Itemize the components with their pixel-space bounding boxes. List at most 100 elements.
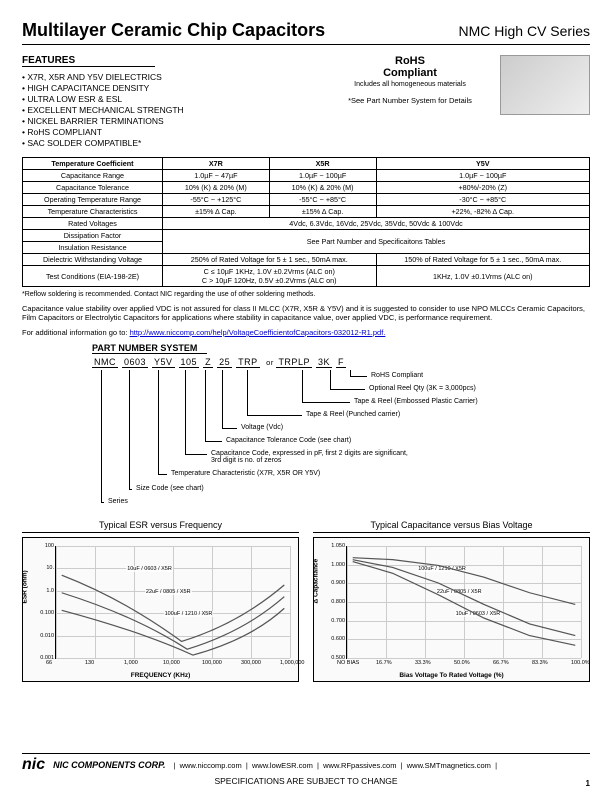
- rohs-note: Includes all homogeneous materials: [330, 81, 490, 88]
- pn-part: Y5V: [152, 357, 175, 368]
- footer: nic NIC COMPONENTS CORP. | www.niccomp.c…: [22, 753, 590, 786]
- table-cell: 4Vdc, 6.3Vdc, 16Vdc, 25Vdc, 35Vdc, 50Vdc…: [163, 218, 590, 230]
- features-list: • X7R, X5R AND Y5V DIELECTRICS• HIGH CAP…: [22, 72, 320, 148]
- table-header: X7R: [163, 158, 270, 170]
- table-cell: ±15% Δ Cap.: [163, 206, 270, 218]
- page-number: 1: [586, 779, 590, 788]
- feature-item: • EXCELLENT MECHANICAL STRENGTH: [22, 105, 320, 115]
- axis-y: ESR (ohm): [22, 570, 29, 603]
- pn-desc: RoHS Compliant: [371, 372, 423, 379]
- table-cell: 1.0µF ~ 100µF: [376, 170, 590, 182]
- chart2-box: Δ Capacitance Bias Voltage To Rated Volta…: [313, 537, 590, 682]
- page-title: Multilayer Ceramic Chip Capacitors: [22, 20, 325, 41]
- table-cell: 10% (K) & 20% (M): [163, 182, 270, 194]
- feature-item: • RoHS COMPLIANT: [22, 127, 320, 137]
- table-cell: -55°C ~ +85°C: [269, 194, 376, 206]
- pn-part: NMC: [92, 357, 118, 368]
- feature-item: • HIGH CAPACITANCE DENSITY: [22, 83, 320, 93]
- pn-desc: Size Code (see chart): [136, 485, 204, 492]
- chart-cap: Typical Capacitance versus Bias Voltage …: [313, 520, 590, 682]
- pn-title: PART NUMBER SYSTEM: [92, 343, 207, 354]
- table-cell: +80%/-20% (Z): [376, 182, 590, 194]
- feature-item: • X7R, X5R AND Y5V DIELECTRICS: [22, 72, 320, 82]
- pn-part: 25: [217, 357, 232, 368]
- rohs-l1: RoHS: [330, 55, 490, 67]
- axis-x: FREQUENCY (KHz): [131, 672, 190, 679]
- link-prefix: For additional information go to:: [22, 328, 130, 337]
- header: Multilayer Ceramic Chip Capacitors NMC H…: [22, 20, 590, 45]
- table-cell: ±15% Δ Cap.: [269, 206, 376, 218]
- part-number-section: PART NUMBER SYSTEM NMC0603Y5V105Z25TRP o…: [92, 343, 590, 510]
- pn-part: 3K: [316, 357, 332, 368]
- table-cell: See Part Number and Specificaitons Table…: [163, 230, 590, 254]
- charts-row: Typical ESR versus Frequency ESR (ohm) FR…: [22, 520, 590, 682]
- chart-esr: Typical ESR versus Frequency ESR (ohm) FR…: [22, 520, 299, 682]
- table-cell: 1KHz, 1.0V ±0.1Vrms (ALC on): [376, 266, 590, 287]
- footer-line: nic NIC COMPONENTS CORP. | www.niccomp.c…: [22, 753, 590, 774]
- pn-part: TRP: [236, 357, 260, 368]
- pn-part: 0603: [122, 357, 148, 368]
- table-cell: 150% of Rated Voltage for 5 ± 1 sec., 50…: [376, 254, 590, 266]
- corp-name: NIC COMPONENTS CORP.: [53, 760, 165, 770]
- info-link[interactable]: http://www.niccomp.com/help/VoltageCoeff…: [130, 328, 386, 337]
- feature-item: • SAC SOLDER COMPATIBLE*: [22, 138, 320, 148]
- rohs-l2: Compliant: [330, 67, 490, 79]
- table-cell: Insulation Resistance: [23, 242, 163, 254]
- table-cell: +22%, -82% Δ Cap.: [376, 206, 590, 218]
- pn-desc: Capacitance Code, expressed in pF, first…: [211, 450, 411, 464]
- pn-part: TRPLP: [276, 357, 312, 368]
- pn-row: NMC0603Y5V105Z25TRP or TRPLP3KF: [92, 357, 590, 368]
- plot-area: 0.5000.6000.7000.8000.9001.0001.050NO BI…: [346, 546, 581, 659]
- pn-part: F: [336, 357, 346, 368]
- pn-note: *See Part Number System for Details: [330, 96, 490, 105]
- rohs-block: RoHS Compliant Includes all homogeneous …: [330, 55, 490, 149]
- footer-links: | www.niccomp.com | www.lowESR.com | www…: [173, 761, 497, 770]
- pn-part: Z: [203, 357, 213, 368]
- pn-desc: Optional Reel Qty (3K = 3,000pcs): [369, 385, 476, 392]
- table-cell: Operating Temperature Range: [23, 194, 163, 206]
- table-cell: Dielectric Withstanding Voltage: [23, 254, 163, 266]
- top-section: FEATURES • X7R, X5R AND Y5V DIELECTRICS•…: [22, 55, 590, 149]
- reflow-note: *Reflow soldering is recommended. Contac…: [22, 291, 590, 298]
- pn-diagram: RoHS Compliant Optional Reel Qty (3K = 3,…: [92, 370, 590, 510]
- series-label: NMC High CV Series: [459, 23, 590, 39]
- table-cell: 250% of Rated Voltage for 5 ± 1 sec., 50…: [163, 254, 377, 266]
- table-cell: 10% (K) & 20% (M): [269, 182, 376, 194]
- pn-desc: Capacitance Tolerance Code (see chart): [226, 437, 351, 444]
- chart1-title: Typical ESR versus Frequency: [22, 520, 299, 533]
- feature-item: • ULTRA LOW ESR & ESL: [22, 94, 320, 104]
- table-header: X5R: [269, 158, 376, 170]
- table-cell: Capacitance Tolerance: [23, 182, 163, 194]
- axis-y: Δ Capacitance: [313, 558, 320, 603]
- table-cell: Test Conditions (EIA-198-2E): [23, 266, 163, 287]
- table-cell: Temperature Characteristics: [23, 206, 163, 218]
- table-header: Temperature Coefficient: [23, 158, 163, 170]
- pn-desc: Series: [108, 498, 128, 505]
- plot-area: 0.0010.0100.1001.010.100661301,00010,000…: [55, 546, 290, 659]
- pn-desc: Tape & Reel (Punched carrier): [306, 411, 400, 418]
- features-block: FEATURES • X7R, X5R AND Y5V DIELECTRICS•…: [22, 55, 320, 149]
- table-header: Y5V: [376, 158, 590, 170]
- table-cell: C ≤ 10µF 1KHz, 1.0V ±0.2Vrms (ALC on) C …: [163, 266, 377, 287]
- spec-notice: SPECIFICATIONS ARE SUBJECT TO CHANGE: [22, 776, 590, 786]
- table-cell: 1.0µF ~ 100µF: [269, 170, 376, 182]
- link-line: For additional information go to: http:/…: [22, 328, 590, 337]
- feature-item: • NICKEL BARRIER TERMINATIONS: [22, 116, 320, 126]
- spec-table: Temperature CoefficientX7RX5RY5V Capacita…: [22, 157, 590, 287]
- features-heading: FEATURES: [22, 55, 155, 67]
- table-cell: 1.0µF ~ 47µF: [163, 170, 270, 182]
- chart2-title: Typical Capacitance versus Bias Voltage: [313, 520, 590, 533]
- product-image: [500, 55, 590, 115]
- table-cell: -55°C ~ +125°C: [163, 194, 270, 206]
- chart1-box: ESR (ohm) FREQUENCY (KHz) 0.0010.0100.1001…: [22, 537, 299, 682]
- logo: nic: [22, 756, 45, 774]
- table-cell: Rated Voltages: [23, 218, 163, 230]
- body-paragraph: Capacitance value stability over applied…: [22, 304, 590, 322]
- pn-desc: Temperature Characteristic (X7R, X5R OR …: [171, 470, 320, 477]
- table-cell: Capacitance Range: [23, 170, 163, 182]
- pn-desc: Tape & Reel (Embossed Plastic Carrier): [354, 398, 478, 405]
- axis-x: Bias Voltage To Rated Voltage (%): [399, 672, 503, 679]
- pn-desc: Voltage (Vdc): [241, 424, 283, 431]
- pn-part: 105: [179, 357, 200, 368]
- table-cell: -30°C ~ +85°C: [376, 194, 590, 206]
